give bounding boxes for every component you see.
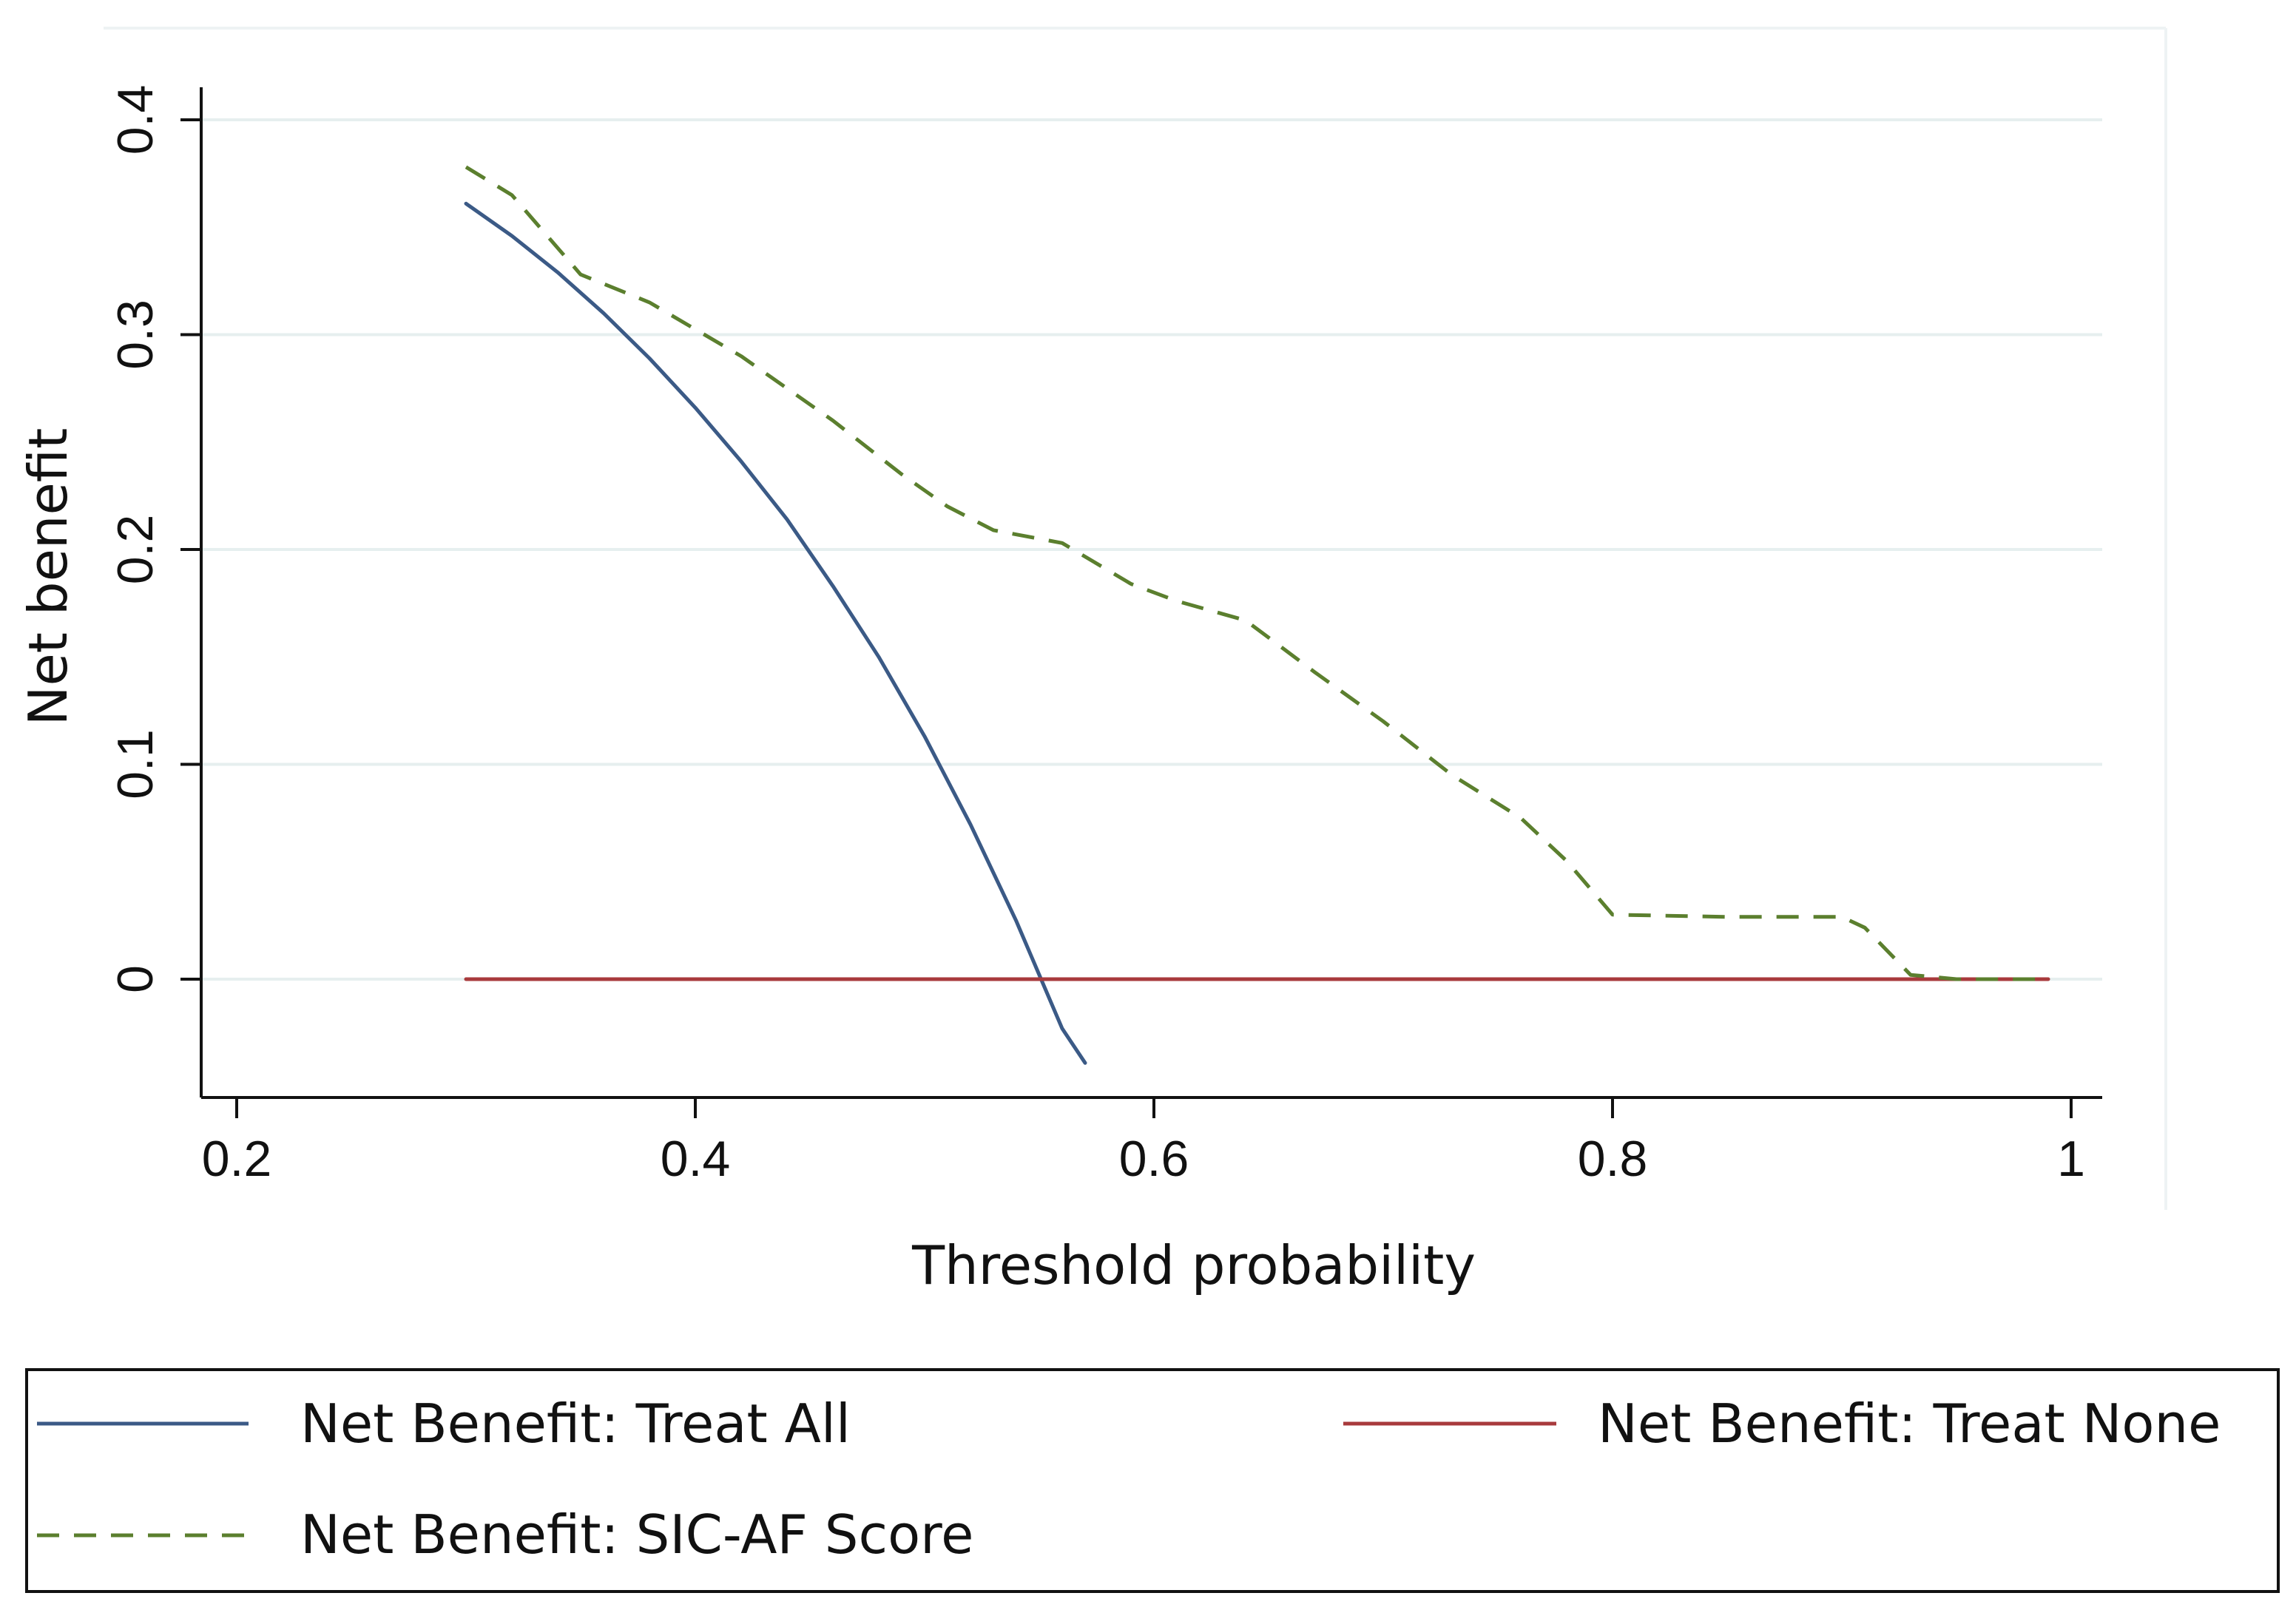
series-sic-af-score: [465, 165, 2048, 981]
x-axis-title: Threshold probability: [911, 1234, 1476, 1296]
x-tick-label: 0.4: [661, 1131, 731, 1187]
x-tick-label: 0.6: [1119, 1131, 1189, 1187]
x-tick-label: 0.2: [202, 1131, 272, 1187]
series: [464, 165, 2050, 1065]
y-axis-title: Net benefit: [17, 428, 79, 726]
y-tick-label: 0.3: [107, 300, 163, 370]
y-tick-label: 0.2: [107, 515, 163, 585]
y-tick-label: 0: [107, 965, 163, 993]
legend-label-treat-all: Net Benefit: Treat All: [300, 1393, 851, 1455]
axes: [200, 87, 2102, 1099]
legend-label-sic-af-score: Net Benefit: SIC-AF Score: [300, 1504, 973, 1566]
x-tick-label: 1: [2057, 1131, 2085, 1187]
legend-box: [25, 1368, 2280, 1593]
legend-label-treat-none: Net Benefit: Treat None: [1598, 1393, 2221, 1455]
ticks: 0 0.1 0.2 0.3 0.4 0.2 0.4 0.6 0.8 1: [107, 85, 2085, 1187]
y-tick-label: 0.4: [107, 85, 163, 155]
x-tick-label: 0.8: [1578, 1131, 1648, 1187]
series-treat-all: [464, 201, 1087, 1065]
legend: Net Benefit: Treat All Net Benefit: Trea…: [25, 1368, 2280, 1593]
y-tick-label: 0.1: [107, 729, 163, 799]
